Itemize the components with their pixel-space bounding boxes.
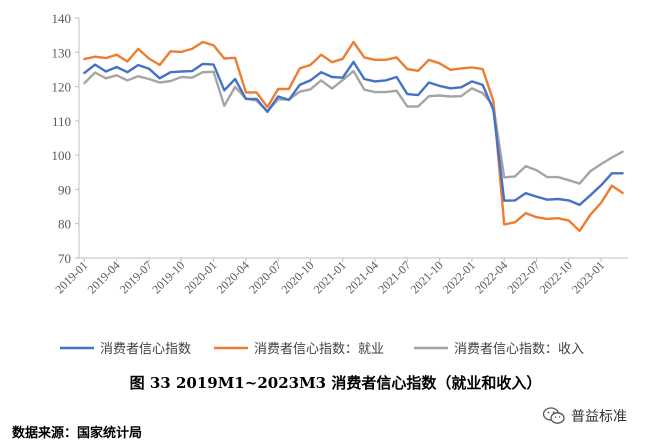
series-line: [83, 40, 624, 233]
y-tick-label: 120: [52, 80, 72, 95]
x-tick-label: 2019-04: [85, 258, 123, 296]
wechat-icon: [543, 407, 565, 424]
x-tick-label: 2022-04: [472, 258, 510, 296]
x-tick-label: 2020-04: [214, 258, 252, 296]
x-tick-label: 2022-01: [440, 258, 478, 296]
x-tick-label: 2020-01: [181, 258, 219, 296]
legend-label: 消费者信心指数：收入: [454, 342, 584, 357]
watermark-text: 普益标准: [571, 409, 627, 425]
watermark: 普益标准: [543, 406, 627, 426]
x-tick-label: 2022-07: [504, 258, 542, 296]
x-tick-label: 2019-07: [117, 258, 155, 296]
y-tick-label: 70: [58, 251, 71, 266]
chart-legend: 消费者信心指数 消费者信心指数：就业 消费者信心指数：收入: [60, 342, 584, 357]
x-tick-label: 2019-10: [149, 258, 187, 296]
figure-caption: 图 33 2019M1~2023M3 消费者信心指数（就业和收入）: [129, 374, 542, 392]
legend-label: 消费者信心指数：就业: [254, 342, 384, 357]
y-tick-label: 110: [52, 114, 71, 129]
data-source: 数据来源：国家统计局: [12, 426, 143, 441]
x-tick-label: 2020-10: [278, 258, 316, 296]
chart-series-layer: [83, 40, 624, 233]
legend-label: 消费者信心指数: [100, 342, 191, 357]
x-tick-label: 2021-04: [343, 258, 381, 296]
y-tick-label: 100: [52, 148, 72, 163]
chart-axes: 7080901001101201301402019-012019-042019-…: [52, 11, 628, 296]
y-tick-label: 90: [58, 182, 71, 197]
y-tick-label: 140: [52, 11, 72, 26]
y-tick-label: 80: [58, 217, 71, 232]
series-line: [83, 60, 624, 207]
x-tick-label: 2020-07: [246, 258, 284, 296]
x-tick-label: 2021-10: [408, 258, 446, 296]
series-line: [83, 69, 624, 185]
x-tick-label: 2021-07: [375, 258, 413, 296]
y-tick-label: 130: [52, 45, 72, 60]
line-chart: 7080901001101201301402019-012019-042019-…: [52, 11, 628, 357]
x-tick-label: 2023-01: [569, 258, 607, 296]
x-tick-label: 2021-01: [311, 258, 349, 296]
x-tick-label: 2022-10: [537, 258, 575, 296]
